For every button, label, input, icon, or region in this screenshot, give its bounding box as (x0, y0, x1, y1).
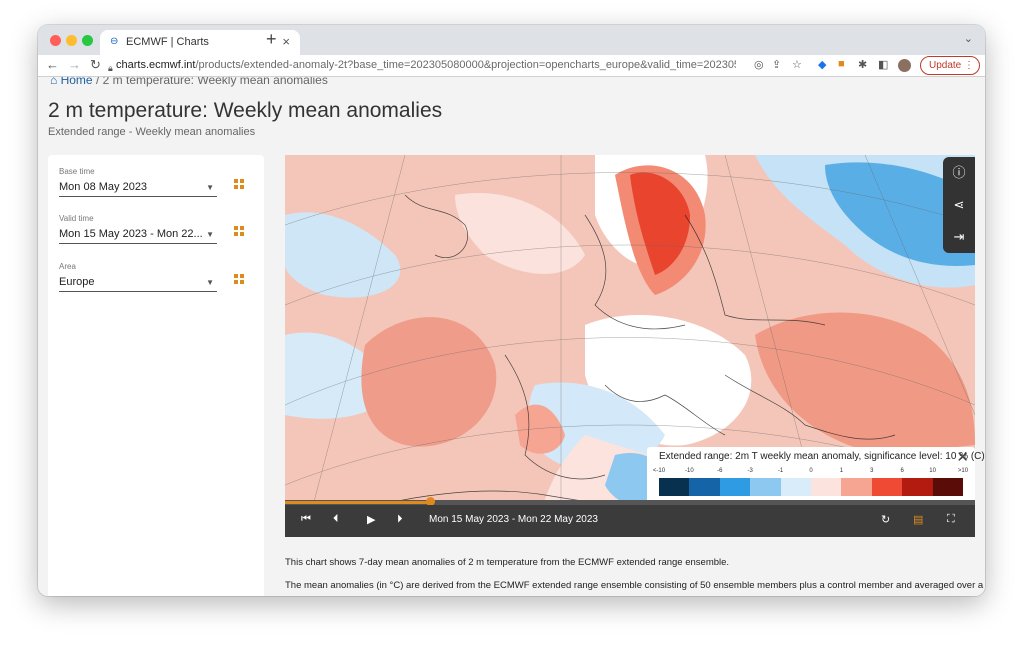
description-paragraph-1: This chart shows 7-day mean anomalies of… (285, 557, 730, 568)
page-content: ⌂ Home / 2 m temperature: Weekly mean an… (38, 77, 985, 596)
chevron-down-icon: ▼ (206, 278, 214, 287)
play-icon[interactable]: ▶ (367, 514, 376, 526)
browser-tab[interactable]: ⊖ ECMWF | Charts × (100, 30, 300, 55)
legend-tick-label: 1 (839, 468, 844, 474)
minimize-window-button[interactable] (66, 35, 77, 46)
legend-swatch (689, 478, 720, 496)
close-tab-icon[interactable]: × (282, 34, 290, 49)
tab-bar: ⊖ ECMWF | Charts × + ⌄ (38, 25, 985, 55)
valid-time-grid-icon[interactable] (234, 226, 245, 237)
close-legend-icon[interactable]: ✕ (956, 449, 969, 466)
bookmark-star-icon[interactable]: ☆ (792, 59, 802, 71)
player-date-range: Mon 15 May 2023 - Mon 22 May 2023 (429, 514, 598, 525)
base-time-select[interactable]: Mon 08 May 2023 (59, 181, 148, 193)
share-icon[interactable]: ⇪ (772, 59, 782, 71)
legend-swatch (811, 478, 842, 496)
close-window-button[interactable] (50, 35, 61, 46)
more-menu-icon: ⋮ (964, 60, 975, 71)
address-bar[interactable]: charts.ecmwf.int/products/extended-anoma… (116, 59, 736, 71)
reload-icon[interactable]: ↻ (90, 57, 101, 72)
base-time-field[interactable]: Base time Mon 08 May 2023 ▼ (59, 167, 217, 197)
back-icon[interactable]: ← (46, 57, 59, 72)
ecmwf-favicon-icon: ⊖ (110, 36, 119, 47)
legend-ticks: <-10 -10 -6 -3 -1 0 1 3 6 10 >10 (653, 468, 969, 476)
area-grid-icon[interactable] (234, 274, 245, 285)
legend-swatch (780, 478, 812, 496)
update-label: Update (929, 60, 962, 71)
valid-time-label: Valid time (59, 214, 94, 223)
legend-swatch (750, 478, 781, 496)
breadcrumb-separator: / (95, 77, 100, 87)
next-frame-icon[interactable]: ⏵ (397, 513, 403, 525)
legend-title: Extended range: 2m T weekly mean anomaly… (659, 451, 985, 462)
legend-tick-label: 0 (809, 468, 813, 474)
legend-tick-label: -1 (777, 468, 784, 474)
legend-tick-label: 3 (870, 468, 874, 474)
chevron-down-icon: ▼ (206, 230, 214, 239)
fullscreen-icon[interactable]: ⛶ (947, 513, 955, 525)
breadcrumb-current: 2 m temperature: Weekly mean anomalies (102, 77, 328, 87)
colour-legend: Extended range: 2m T weekly mean anomaly… (647, 447, 985, 505)
legend-swatch (902, 478, 933, 496)
profile-avatar[interactable] (898, 59, 911, 72)
tab-search-chevron-icon[interactable]: ⌄ (963, 33, 973, 45)
map-toolbar: ⓘ ⋖ ⇥ (943, 157, 975, 253)
legend-swatch (932, 478, 964, 496)
browser-window: ⊖ ECMWF | Charts × + ⌄ ← → ↻ 🔒︎ charts.e… (38, 25, 985, 596)
extension-shield-icon[interactable]: ◆ (818, 59, 827, 71)
area-label: Area (59, 262, 76, 271)
base-time-label: Base time (59, 167, 95, 176)
url-path: /products/extended-anomaly-2t?base_time=… (195, 59, 736, 71)
previous-frame-icon[interactable]: ⏴ (333, 513, 339, 525)
legend-tick-label: <-10 (652, 468, 666, 474)
tab-title: ECMWF | Charts (126, 36, 209, 48)
area-field[interactable]: Area Europe ▼ (59, 262, 217, 292)
legend-swatch (871, 478, 903, 496)
breadcrumb-home-link[interactable]: ⌂ Home (50, 77, 93, 87)
first-frame-icon[interactable]: ⏮ (301, 513, 311, 525)
extensions-puzzle-icon[interactable]: ✱ (858, 59, 868, 71)
export-icon[interactable]: ⇥ (953, 229, 965, 244)
description-paragraph-2: The mean anomalies (in °C) are derived f… (285, 580, 984, 591)
legend-swatch (719, 478, 751, 496)
time-slider-handle[interactable] (425, 497, 435, 506)
legend-swatch (841, 478, 872, 496)
time-slider-progress (285, 501, 430, 504)
legend-tick-label: -6 (717, 468, 723, 474)
url-host: charts.ecmwf.int (116, 59, 196, 71)
legend-swatch (659, 478, 690, 496)
info-icon[interactable]: ⓘ (952, 165, 966, 180)
legend-tick-label: -3 (747, 468, 753, 474)
share-icon[interactable]: ⋖ (953, 197, 965, 212)
time-slider[interactable] (285, 497, 975, 506)
lock-icon[interactable]: 🔒︎ (108, 63, 113, 73)
legend-tick-label: >10 (957, 468, 969, 474)
player-controls: ⏮ ⏴ ▶ ⏵ Mon 15 May 2023 - Mon 22 May 202… (285, 505, 975, 537)
area-select[interactable]: Europe (59, 276, 95, 288)
update-button[interactable]: Update ⋮ (920, 56, 980, 75)
legend-tick-label: -10 (685, 468, 694, 474)
breadcrumb-home-label: Home (60, 77, 93, 87)
extension-lock-icon[interactable]: ■ (838, 58, 845, 70)
valid-time-select[interactable]: Mon 15 May 2023 - Mon 22... (59, 228, 203, 240)
zoom-window-button[interactable] (82, 35, 93, 46)
legend-tick-label: 6 (900, 468, 904, 474)
valid-time-field[interactable]: Valid time Mon 15 May 2023 - Mon 22... ▼ (59, 214, 217, 244)
chevron-down-icon: ▼ (206, 183, 214, 192)
page-title: 2 m temperature: Weekly mean anomalies (48, 99, 443, 122)
browser-toolbar: ← → ↻ 🔒︎ charts.ecmwf.int/products/exten… (38, 55, 985, 77)
breadcrumb: ⌂ Home / 2 m temperature: Weekly mean an… (50, 77, 328, 87)
base-time-grid-icon[interactable] (234, 179, 245, 190)
layers-icon[interactable]: ▤ (913, 514, 924, 526)
loop-icon[interactable]: ↻ (881, 514, 891, 526)
filter-panel: Base time Mon 08 May 2023 ▼ Valid time Mo… (48, 155, 264, 596)
new-tab-button[interactable]: + (266, 29, 277, 49)
legend-colour-bar (659, 478, 964, 496)
page-subtitle: Extended range - Weekly mean anomalies (48, 126, 256, 138)
google-lens-icon[interactable]: ◎ (754, 59, 764, 71)
legend-tick-label: 10 (929, 468, 936, 474)
side-panel-icon[interactable]: ◧ (878, 59, 889, 71)
forward-icon[interactable]: → (68, 57, 81, 72)
